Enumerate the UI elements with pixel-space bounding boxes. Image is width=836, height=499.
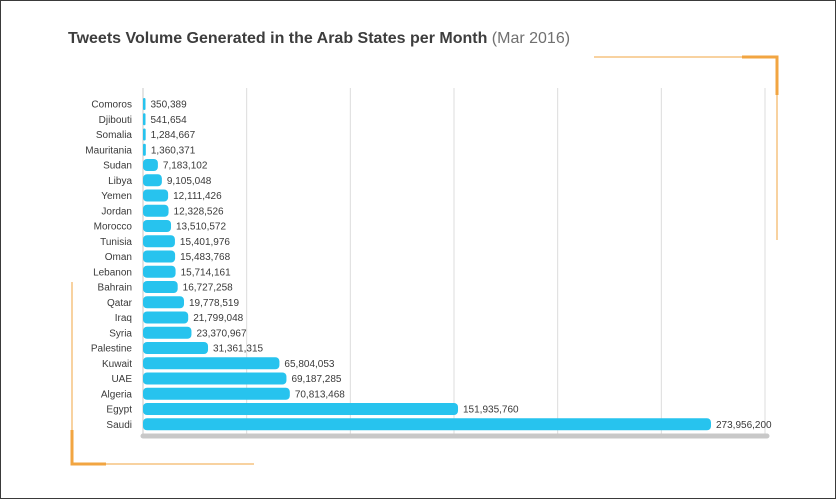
value-label: 15,401,976 [180, 237, 230, 248]
value-label: 273,956,200 [716, 420, 772, 431]
value-label: 1,284,667 [151, 130, 196, 141]
category-label: Tunisia [100, 237, 132, 248]
value-label: 65,804,053 [284, 359, 334, 370]
bar-djibouti [143, 113, 146, 126]
category-label: Comoros [91, 100, 132, 111]
category-label: Bahrain [98, 283, 132, 294]
bar-tunisia [143, 235, 175, 248]
category-label: Somalia [96, 130, 133, 141]
category-label: Qatar [107, 298, 133, 309]
bars [143, 98, 712, 431]
bar-saudi [143, 418, 712, 431]
category-label: Lebanon [93, 267, 132, 278]
category-label: Egypt [106, 405, 132, 416]
category-label: Libya [108, 176, 132, 187]
labels: Comoros 350,389 Djibouti 541,654 Somalia 1,28… [85, 100, 772, 431]
category-label: Palestine [91, 344, 133, 355]
category-label: Syria [109, 328, 132, 339]
value-label: 23,370,967 [196, 328, 246, 339]
value-label: 541,654 [151, 115, 188, 126]
category-label: Yemen [101, 191, 132, 202]
value-label: 13,510,572 [176, 222, 226, 233]
bar-lebanon [143, 265, 176, 278]
bar-uae [143, 372, 287, 385]
bar-oman [143, 250, 176, 263]
value-label: 1,360,371 [151, 145, 196, 156]
value-label: 12,328,526 [174, 206, 224, 217]
category-label: Oman [105, 252, 132, 263]
value-label: 151,935,760 [463, 405, 519, 416]
bar-sudan [143, 159, 158, 171]
category-label: Djibouti [99, 115, 132, 126]
value-label: 70,813,468 [295, 389, 345, 400]
category-label: Iraq [115, 313, 132, 324]
value-label: 12,111,426 [173, 191, 222, 202]
bar-comoros [143, 98, 146, 110]
bar-yemen [143, 189, 169, 202]
gridlines [140, 88, 770, 439]
category-label: Morocco [94, 222, 133, 233]
value-label: 19,778,519 [189, 298, 239, 309]
bar-syria [143, 326, 192, 339]
bar-palestine [143, 342, 209, 354]
decorative-brackets [70, 55, 779, 466]
bar-libya [143, 174, 162, 187]
value-label: 16,727,258 [183, 283, 233, 294]
bar-egypt [143, 403, 459, 415]
category-label: Sudan [103, 161, 132, 172]
bar-algeria [143, 387, 290, 400]
value-label: 9,105,048 [167, 176, 212, 187]
category-label: Jordan [101, 206, 132, 217]
bar-bahrain [143, 281, 178, 293]
bracket-top-right-thick [742, 55, 779, 95]
bar-qatar [143, 296, 185, 309]
value-label: 7,183,102 [163, 161, 208, 172]
category-label: Kuwait [102, 359, 132, 370]
bar-kuwait [143, 357, 280, 370]
category-label: Mauritania [85, 145, 132, 156]
category-label: Algeria [101, 389, 133, 400]
value-label: 31,361,315 [213, 344, 263, 355]
category-label: UAE [111, 374, 132, 385]
bar-iraq [143, 311, 189, 324]
category-label: Saudi [106, 420, 132, 431]
chart-title-subtitle: (Mar 2016) [491, 30, 571, 47]
bracket-top-right-thin [594, 56, 778, 240]
value-label: 15,483,768 [180, 252, 230, 263]
bar-morocco [143, 220, 172, 232]
bar-mauritania [143, 143, 146, 156]
value-label: 69,187,285 [291, 374, 341, 385]
value-label: 350,389 [151, 100, 188, 111]
chart-title-main: Tweets Volume Generated in the Arab Stat… [68, 30, 488, 47]
value-label: 15,714,161 [181, 267, 231, 278]
bar-somalia [143, 128, 146, 141]
bracket-bottom-left-thick [70, 430, 106, 466]
chart-title: Tweets Volume Generated in the Arab Stat… [68, 30, 570, 48]
bar-jordan [143, 204, 169, 217]
value-label: 21,799,048 [193, 313, 243, 324]
